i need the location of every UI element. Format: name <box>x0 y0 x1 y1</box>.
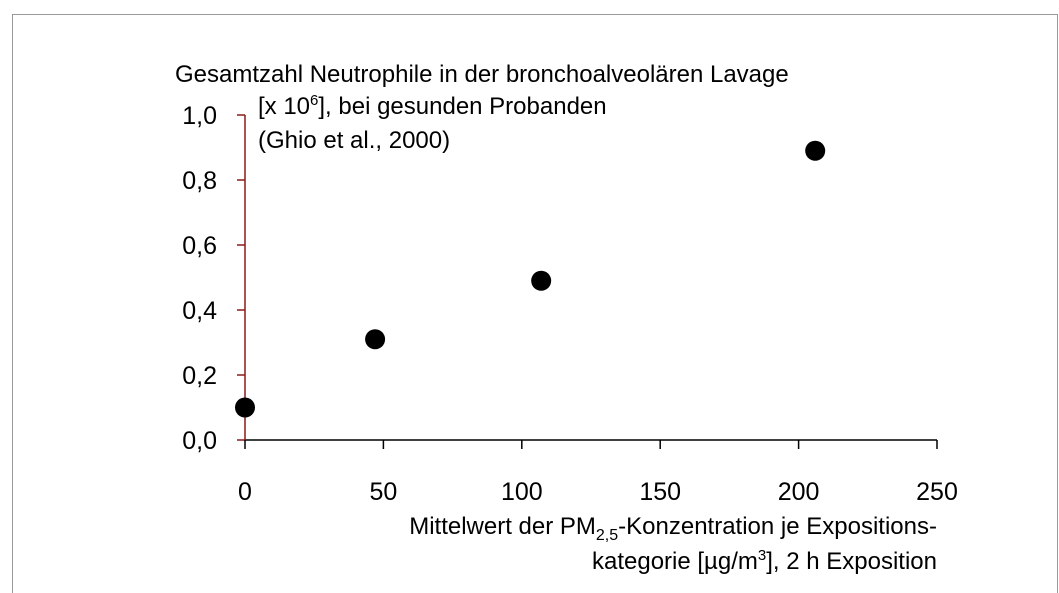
data-point <box>235 397 255 418</box>
y-axis-label: [x 106], bei gesunden Probanden <box>258 92 607 120</box>
x-tick-label: 0 <box>238 478 252 506</box>
x-tick-label: 50 <box>369 478 397 506</box>
y-tick-label: 1,0 <box>182 102 217 130</box>
y-tick-label: 0,8 <box>182 167 217 195</box>
x-axis-label: Mittelwert der PM2,5-Konzentration je Ex… <box>409 513 937 544</box>
x-tick-label: 250 <box>916 478 958 506</box>
y-axis-label: Gesamtzahl Neutrophile in der bronchoalv… <box>175 61 789 88</box>
frame <box>12 14 1058 593</box>
y-tick-label: 0,6 <box>182 232 217 260</box>
data-point <box>365 329 386 350</box>
x-axis-label: kategorie [µg/m3], 2 h Exposition <box>592 547 937 575</box>
x-tick-label: 150 <box>639 478 681 506</box>
y-tick-label: 0,2 <box>182 362 217 390</box>
y-tick-label: 0,4 <box>182 297 217 325</box>
x-tick-label: 200 <box>778 478 820 506</box>
x-tick-label: 100 <box>501 478 543 506</box>
data-point <box>531 270 552 291</box>
y-tick-label: 0,0 <box>182 427 217 455</box>
data-point <box>805 140 826 161</box>
y-axis-label: (Ghio et al., 2000) <box>258 127 450 154</box>
